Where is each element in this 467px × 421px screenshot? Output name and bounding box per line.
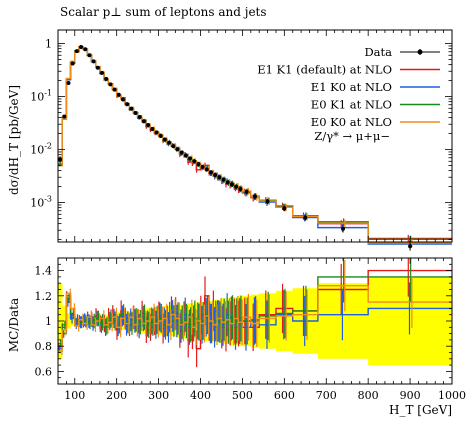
data-point [95,65,100,70]
y-tick-label: 10-2 [30,142,52,157]
data-point [167,140,172,145]
data-point [116,92,121,97]
data-point [154,130,159,135]
data-point [83,47,88,52]
x-tick-label: 800 [358,389,379,402]
legend-label: E0 K0 at NLO [311,115,392,129]
main-frame [57,29,453,243]
data-point [204,167,209,172]
ratio-plot-panel: 100 200 300 400 500 600 700 800 900 1000 0.6 0.8 1 1.… [35,257,466,402]
data-point [91,59,96,64]
data-point [62,114,67,119]
data-point [171,144,176,149]
legend-label: Data [364,45,392,59]
x-axis-label: H_T [GeV] [389,403,452,417]
legend-entry: E0 K0 at NLO [311,115,440,129]
data-point [66,81,71,85]
x-tick-label: 1000 [438,389,466,402]
band-bin [70,315,76,327]
data-point [133,110,138,115]
data-point [244,189,249,194]
y-tick-label: 0.8 [35,340,53,353]
data-point [104,76,109,81]
data-point [137,115,142,120]
x-tick-label: 700 [316,389,337,402]
data-point [125,102,130,107]
data-point [253,194,257,199]
x-tick-label: 900 [400,389,421,402]
data-point [129,106,134,111]
data-point [188,156,193,161]
y-tick-label: 1 [45,315,52,328]
mc-histogram-main-3 [58,46,452,240]
legend-label: E1 K0 at NLO [311,80,392,94]
legend-entry: E0 K1 at NLO [311,98,440,112]
data-point [58,157,63,162]
data-point [208,170,213,175]
x-tick-label: 100 [64,389,85,402]
data-point [238,187,243,191]
data-point [265,199,270,204]
process-label: Z/γ* → μ+μ− [314,129,390,143]
data-point [213,173,218,178]
data-point [196,162,201,167]
data-point [229,182,234,187]
data-point [303,215,308,220]
x-tick-label: 400 [190,389,211,402]
legend-label: E0 K1 at NLO [311,98,392,112]
data-point [225,180,230,185]
legend: Data E1 K1 (default) at NLO E1 K0 at NLO E0… [257,45,440,129]
legend-label: E1 K1 (default) at NLO [257,63,392,77]
legend-entry: Data [364,45,440,59]
data-point [112,87,117,92]
y-axis-ticks-ratio: 0.6 0.8 1 1.2 1.4 [35,257,452,385]
y-axis-ticks-main: 10-3 10-2 10-1 1 [30,38,452,240]
y-tick-label: 1.4 [35,265,53,278]
y-axis-label-main: dσ/dH_T [pb/GeV] [7,85,21,195]
data-point [146,123,151,128]
data-point [282,206,287,211]
y-tick-label: 10-3 [30,195,52,210]
x-tick-label: 300 [148,389,169,402]
x-tick-label: 600 [274,389,295,402]
data-point [87,53,92,58]
data-point [408,244,413,249]
mc-histogram-main-1 [58,46,452,240]
data-point [217,175,222,180]
legend-entry: E1 K1 (default) at NLO [257,63,440,77]
y-tick-label: 1 [45,38,52,51]
data-point [200,164,205,169]
x-tick-label: 500 [232,389,253,402]
data-point [175,147,180,152]
data-point [70,61,75,66]
data-point [141,119,146,124]
y-tick-label: 0.6 [35,365,53,378]
mc-histogram-main-2 [58,46,452,245]
data-point [74,49,79,54]
legend-entry: E1 K0 at NLO [311,80,440,94]
data-point [183,153,188,158]
y-tick-label: 1.2 [35,290,53,303]
data-point [79,45,84,50]
data-point [341,226,346,231]
data-point [162,137,167,142]
data-point [150,126,155,131]
x-axis-ticks: 100 200 300 400 500 600 700 800 900 1000 [57,258,466,402]
data-point [158,134,163,138]
data-point [120,97,125,102]
main-plot-panel: 10-3 10-2 10-1 1 [30,29,453,251]
data-point [221,177,226,182]
data-point [192,159,197,164]
chart-title: Scalar p⊥ sum of leptons and jets [60,5,267,19]
mc-histogram-main-4 [58,46,452,244]
band-bin [66,313,71,329]
y-tick-label: 10-1 [30,89,52,104]
y-axis-label-ratio: MC/Data [7,298,21,352]
data-point [100,70,105,75]
x-tick-label: 200 [106,389,127,402]
data-point [108,82,113,87]
data-point [179,150,184,155]
data-point [234,184,239,189]
